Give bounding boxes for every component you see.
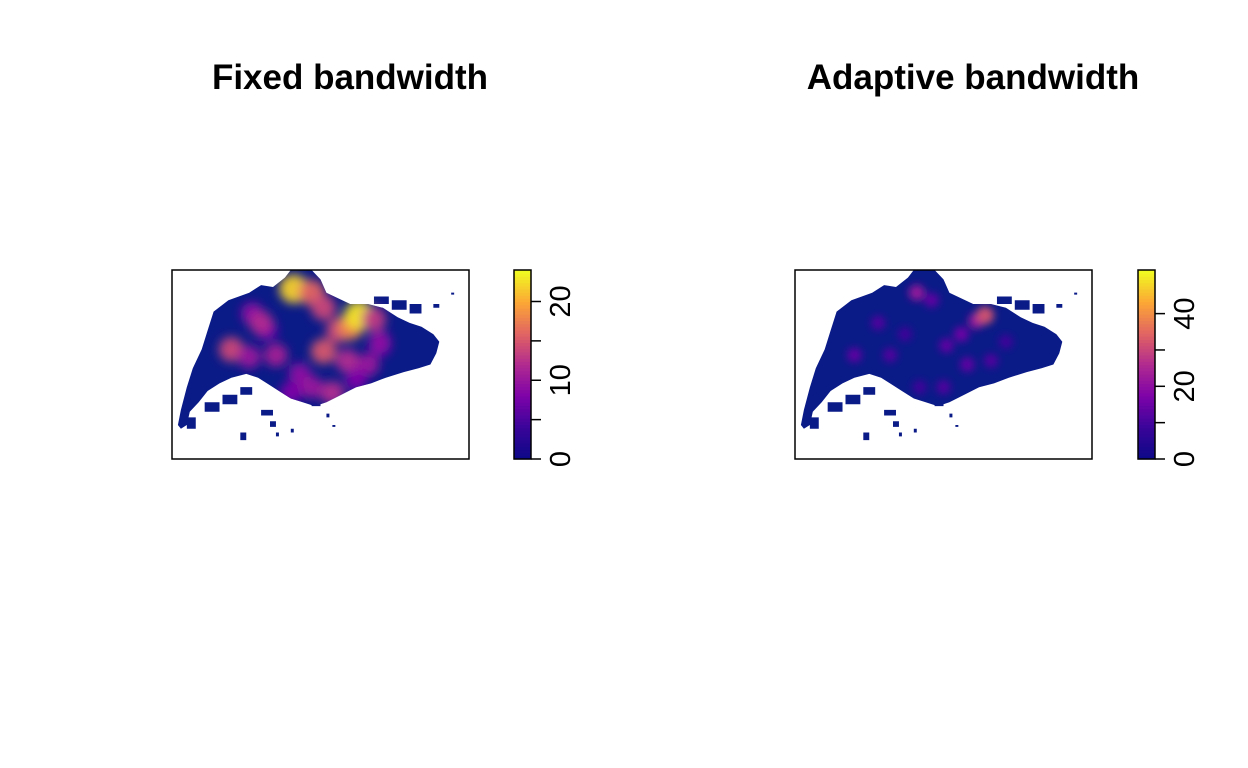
density-hotspot	[310, 295, 336, 321]
density-hotspot	[345, 368, 368, 391]
density-hotspot	[361, 306, 387, 332]
density-hotspot	[335, 348, 360, 373]
colorbar-tick-label: 0	[1169, 451, 1201, 467]
colorbar-tick-label: 20	[545, 285, 577, 317]
colorbar-tick-label: 0	[545, 451, 577, 467]
density-hotspot	[998, 334, 1013, 349]
density-hotspot	[897, 327, 912, 342]
density-hotspot	[356, 353, 380, 376]
colorbar: 0 10 20	[513, 269, 577, 467]
density-hotspot	[279, 381, 302, 404]
density-hotspot	[908, 284, 925, 301]
density-hotspot	[320, 380, 345, 405]
colorbar-tick-label: 20	[1169, 370, 1201, 402]
density-hotspot	[264, 343, 288, 367]
density-hotspot	[959, 357, 975, 372]
chart-title-fixed: Fixed bandwidth	[211, 58, 489, 97]
density-hotspot	[924, 292, 939, 308]
density-hotspot	[249, 310, 274, 335]
map-panel-adaptive: 0 20 40	[794, 269, 1201, 467]
density-hotspot	[218, 336, 244, 362]
density-hotspot	[310, 338, 337, 365]
land-layer	[177, 270, 455, 441]
chart-title-adaptive: Adaptive bandwidth	[806, 58, 1140, 97]
density-hotspot	[871, 315, 886, 331]
colorbar-tick-label: 40	[1169, 297, 1201, 329]
land-base	[800, 270, 1078, 441]
density-hotspot	[847, 347, 862, 363]
density-hotspot	[936, 380, 951, 395]
colorbar: 0 20 40	[1137, 269, 1201, 467]
density-hotspot	[912, 380, 927, 395]
density-hotspot	[300, 375, 324, 399]
land-layer	[800, 270, 1078, 441]
density-hotspot	[939, 338, 954, 353]
density-hotspot	[368, 330, 392, 354]
density-hotspot	[983, 353, 999, 368]
map-frame	[794, 269, 1093, 460]
density-hotspot	[976, 306, 995, 325]
density-hotspot	[882, 347, 898, 363]
colorbar-tick-label: 10	[545, 364, 577, 396]
density-hotspot	[953, 326, 969, 342]
map-frame	[171, 269, 470, 460]
map-panel-fixed: 0 10 20	[171, 269, 577, 467]
density-hotspot	[237, 345, 261, 369]
